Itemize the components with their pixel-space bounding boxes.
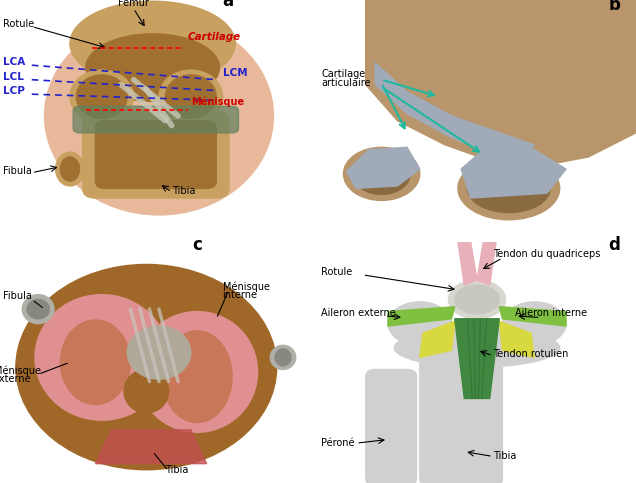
Ellipse shape xyxy=(458,157,560,220)
Ellipse shape xyxy=(388,302,452,345)
Ellipse shape xyxy=(159,70,223,123)
Polygon shape xyxy=(366,0,636,169)
Polygon shape xyxy=(375,63,534,162)
Polygon shape xyxy=(95,430,207,464)
Polygon shape xyxy=(458,242,477,285)
Polygon shape xyxy=(477,242,496,285)
Polygon shape xyxy=(388,307,455,326)
Text: LCP: LCP xyxy=(3,86,25,96)
Ellipse shape xyxy=(76,75,127,118)
Text: Fibula: Fibula xyxy=(3,291,32,301)
Text: articulaire: articulaire xyxy=(321,78,371,88)
Text: Fibula: Fibula xyxy=(3,166,32,176)
Ellipse shape xyxy=(353,153,410,194)
Ellipse shape xyxy=(343,147,420,200)
Text: Aileron externe: Aileron externe xyxy=(321,308,396,318)
Text: Aileron interne: Aileron interne xyxy=(515,308,587,318)
Ellipse shape xyxy=(165,75,216,118)
Ellipse shape xyxy=(275,349,291,366)
Ellipse shape xyxy=(56,152,84,186)
Ellipse shape xyxy=(60,157,80,181)
FancyBboxPatch shape xyxy=(420,336,502,483)
Text: Cartilage: Cartilage xyxy=(321,69,366,79)
FancyBboxPatch shape xyxy=(95,121,216,188)
FancyBboxPatch shape xyxy=(73,106,238,133)
Text: Cartilage: Cartilage xyxy=(188,32,241,42)
Ellipse shape xyxy=(394,328,560,367)
FancyBboxPatch shape xyxy=(366,369,417,483)
Text: Tendon rotulien: Tendon rotulien xyxy=(493,349,569,359)
Ellipse shape xyxy=(60,320,130,404)
Ellipse shape xyxy=(467,164,550,213)
Text: a: a xyxy=(223,0,233,10)
Text: Rotule: Rotule xyxy=(321,267,352,277)
Ellipse shape xyxy=(153,302,242,365)
Ellipse shape xyxy=(22,295,54,324)
Ellipse shape xyxy=(35,295,169,420)
Ellipse shape xyxy=(137,312,258,432)
Text: d: d xyxy=(608,236,620,254)
Text: LCA: LCA xyxy=(3,57,25,67)
Ellipse shape xyxy=(124,369,169,413)
Ellipse shape xyxy=(70,70,134,123)
Ellipse shape xyxy=(127,326,191,379)
Text: c: c xyxy=(192,236,202,254)
Text: Ménisque: Ménisque xyxy=(191,97,244,107)
Polygon shape xyxy=(461,150,566,198)
Ellipse shape xyxy=(270,345,296,369)
Text: Péroné: Péroné xyxy=(321,438,355,448)
Polygon shape xyxy=(499,321,534,357)
Ellipse shape xyxy=(86,34,219,101)
FancyBboxPatch shape xyxy=(83,111,229,198)
Text: LCL: LCL xyxy=(3,71,24,82)
Text: Ménisque: Ménisque xyxy=(0,366,41,376)
Ellipse shape xyxy=(455,285,499,314)
Ellipse shape xyxy=(27,299,50,319)
Ellipse shape xyxy=(70,1,235,86)
Text: Fémur: Fémur xyxy=(118,0,149,8)
Ellipse shape xyxy=(502,302,566,345)
Text: Tibia: Tibia xyxy=(172,186,195,197)
Text: b: b xyxy=(608,0,620,14)
Polygon shape xyxy=(347,147,420,188)
Text: Tibia: Tibia xyxy=(165,465,189,475)
Text: interne: interne xyxy=(223,289,258,299)
Polygon shape xyxy=(499,307,566,326)
Polygon shape xyxy=(420,321,455,357)
Text: LCM: LCM xyxy=(223,68,247,78)
Text: Tendon du quadriceps: Tendon du quadriceps xyxy=(493,249,600,259)
Ellipse shape xyxy=(448,280,506,319)
Ellipse shape xyxy=(162,331,232,423)
Text: Rotule: Rotule xyxy=(3,18,34,28)
Polygon shape xyxy=(455,319,499,398)
Text: Tibia: Tibia xyxy=(493,451,516,461)
Text: Ménisque: Ménisque xyxy=(223,281,270,292)
Ellipse shape xyxy=(64,299,159,367)
Text: externe: externe xyxy=(0,373,31,384)
Ellipse shape xyxy=(16,264,277,469)
Ellipse shape xyxy=(45,17,273,215)
